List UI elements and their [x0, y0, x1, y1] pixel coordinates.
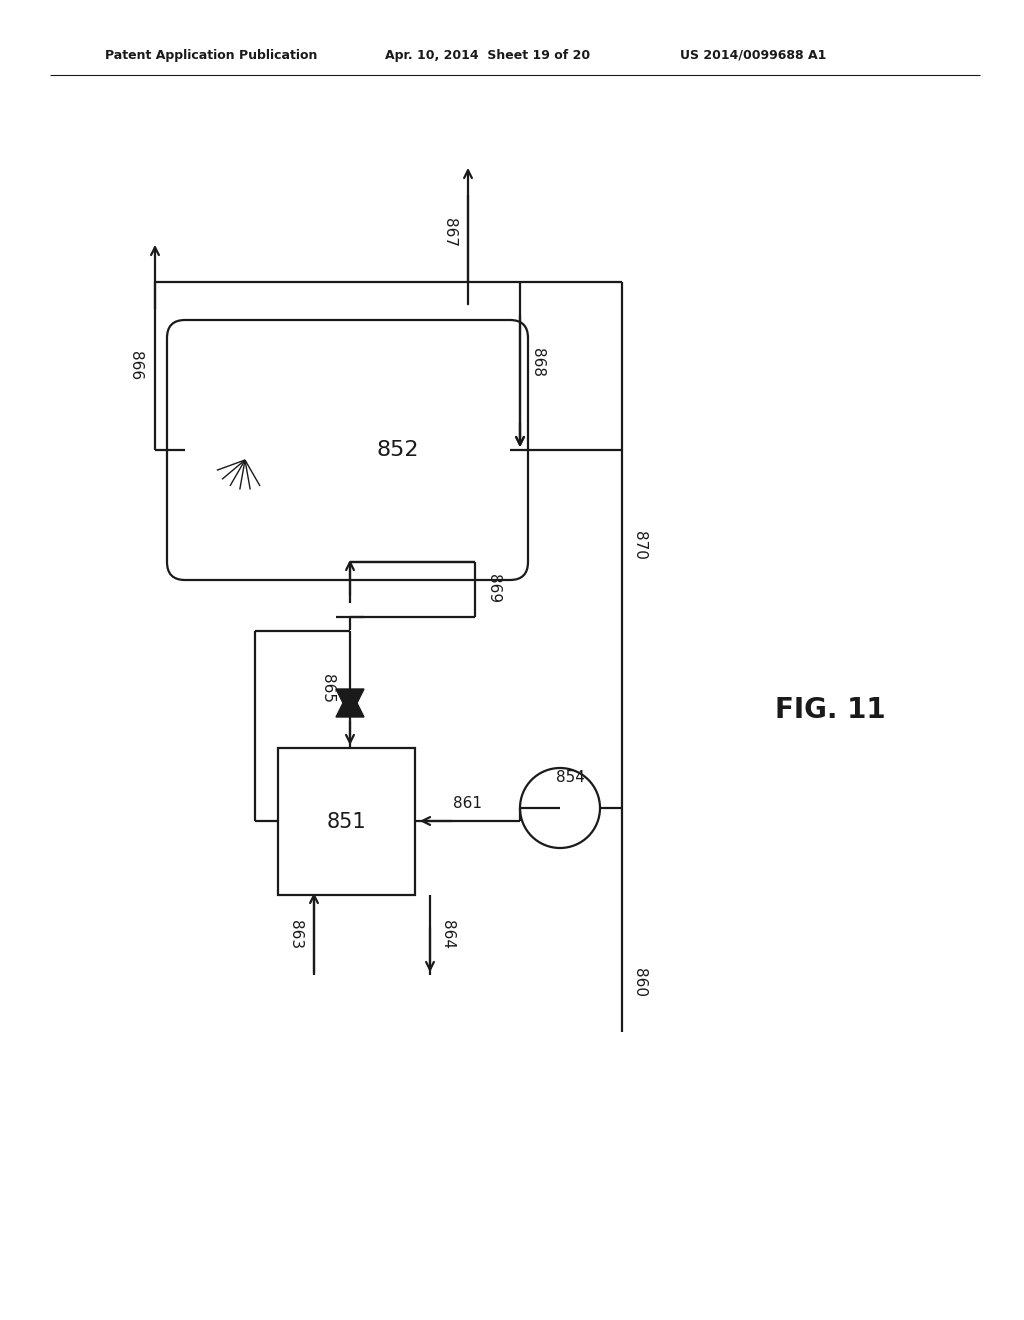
Text: 864: 864	[440, 920, 456, 949]
Text: US 2014/0099688 A1: US 2014/0099688 A1	[680, 49, 826, 62]
Text: Patent Application Publication: Patent Application Publication	[105, 49, 317, 62]
Bar	[278, 748, 415, 895]
Text: 865: 865	[321, 675, 336, 704]
Text: 869: 869	[485, 574, 501, 603]
FancyBboxPatch shape	[167, 319, 528, 579]
Text: 854: 854	[556, 771, 585, 785]
Circle shape	[520, 768, 600, 847]
Text: 870: 870	[633, 531, 647, 560]
Text: FIG. 11: FIG. 11	[775, 696, 886, 723]
Text: 860: 860	[633, 968, 647, 997]
Text: 851: 851	[327, 812, 367, 832]
Text: 852: 852	[376, 440, 419, 459]
Text: Apr. 10, 2014  Sheet 19 of 20: Apr. 10, 2014 Sheet 19 of 20	[385, 49, 590, 62]
Text: 867: 867	[442, 219, 458, 248]
Polygon shape	[336, 689, 364, 717]
Polygon shape	[336, 689, 364, 717]
Text: 866: 866	[128, 351, 142, 380]
Text: 861: 861	[453, 796, 481, 810]
Text: 863: 863	[289, 920, 303, 949]
Text: 868: 868	[530, 348, 546, 378]
